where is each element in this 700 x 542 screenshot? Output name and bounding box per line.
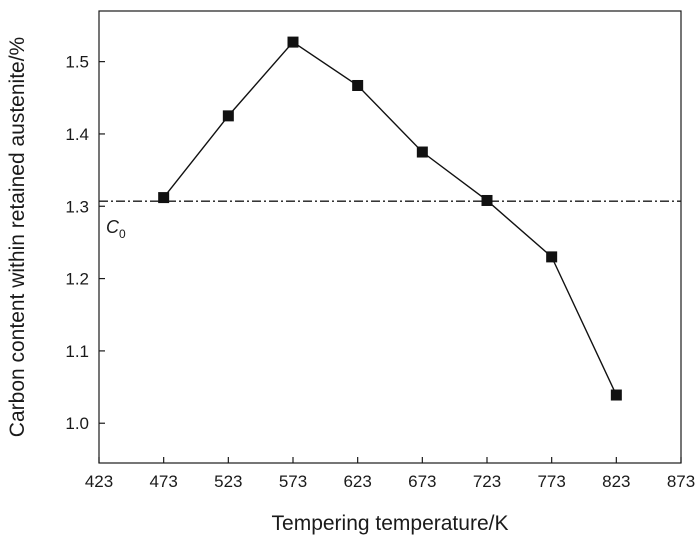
y-tick-label: 1.1 <box>65 342 89 361</box>
x-tick-label: 823 <box>602 472 630 491</box>
y-tick-label: 1.0 <box>65 414 89 433</box>
x-tick-label: 873 <box>667 472 695 491</box>
x-axis-label: Tempering temperature/K <box>272 512 509 535</box>
data-point-marker <box>158 192 170 204</box>
data-point-marker <box>416 146 428 158</box>
axis-ticks: 423 473 523 573 623 673 723 773 823 873 1.0 1.1 1.2 1… <box>65 53 695 491</box>
reference-line-label-main: C <box>106 217 120 237</box>
plot-frame <box>98 10 682 464</box>
x-tick-label: 673 <box>408 472 436 491</box>
data-point-marker <box>222 110 234 122</box>
y-tick-label: 1.4 <box>65 125 89 144</box>
data-point-marker <box>352 79 364 91</box>
x-tick-label: 523 <box>214 472 242 491</box>
y-tick-label: 1.5 <box>65 53 89 72</box>
x-tick-label: 473 <box>149 472 177 491</box>
x-tick-label: 773 <box>537 472 565 491</box>
y-axis-label: Carbon content within retained austenite… <box>6 37 29 437</box>
series-line <box>163 41 617 396</box>
data-point-marker <box>287 36 299 48</box>
y-tick-label: 1.2 <box>65 270 89 289</box>
data-point-marker <box>481 194 493 206</box>
reference-line-label: C0 <box>106 217 126 241</box>
x-tick-label: 573 <box>279 472 307 491</box>
reference-line-label-sub: 0 <box>119 227 126 241</box>
data-point-marker <box>610 389 622 401</box>
x-tick-label: 723 <box>473 472 501 491</box>
y-tick-label: 1.3 <box>65 197 89 216</box>
data-point-marker <box>546 251 558 263</box>
series-group <box>158 36 622 401</box>
x-tick-label: 423 <box>85 472 113 491</box>
x-tick-label: 623 <box>343 472 371 491</box>
